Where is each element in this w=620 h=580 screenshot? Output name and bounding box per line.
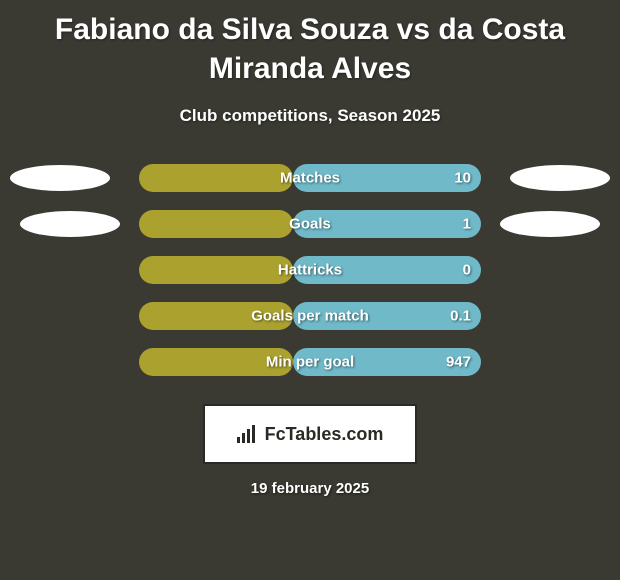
bar-segment-left	[139, 256, 293, 284]
logo-box[interactable]: FcTables.com	[203, 404, 417, 464]
avatar-placeholder-left	[20, 211, 120, 237]
stat-label: Min per goal	[266, 354, 354, 371]
stat-value-right: 0.1	[450, 308, 471, 325]
bar-segment-left	[139, 210, 293, 238]
stat-row: Min per goal 947	[0, 348, 620, 376]
stat-label: Goals per match	[251, 308, 369, 325]
stat-bar: Goals per match 0.1	[139, 302, 481, 330]
stat-row: Goals 1	[0, 210, 620, 238]
stat-row: Matches 10	[0, 164, 620, 192]
stat-label: Hattricks	[278, 262, 342, 279]
stat-label: Goals	[289, 216, 331, 233]
subtitle: Club competitions, Season 2025	[0, 106, 620, 126]
page-title: Fabiano da Silva Souza vs da Costa Miran…	[0, 0, 620, 88]
comparison-card: Fabiano da Silva Souza vs da Costa Miran…	[0, 0, 620, 580]
stats-list: Matches 10 Goals 1 Hattricks 0 Goals per match…	[0, 164, 620, 376]
stat-value-right: 947	[446, 354, 471, 371]
stat-value-right: 10	[454, 170, 471, 187]
stat-bar: Goals 1	[139, 210, 481, 238]
stat-label: Matches	[280, 170, 340, 187]
stat-bar: Hattricks 0	[139, 256, 481, 284]
stat-value-right: 0	[463, 262, 471, 279]
avatar-placeholder-left	[10, 165, 110, 191]
avatar-placeholder-right	[500, 211, 600, 237]
date-label: 19 february 2025	[0, 480, 620, 497]
stat-value-right: 1	[463, 216, 471, 233]
logo-text: FcTables.com	[265, 424, 384, 445]
stat-row: Goals per match 0.1	[0, 302, 620, 330]
bars-icon	[237, 425, 259, 443]
bar-segment-left	[139, 164, 293, 192]
avatar-placeholder-right	[510, 165, 610, 191]
stat-bar: Min per goal 947	[139, 348, 481, 376]
stat-row: Hattricks 0	[0, 256, 620, 284]
stat-bar: Matches 10	[139, 164, 481, 192]
